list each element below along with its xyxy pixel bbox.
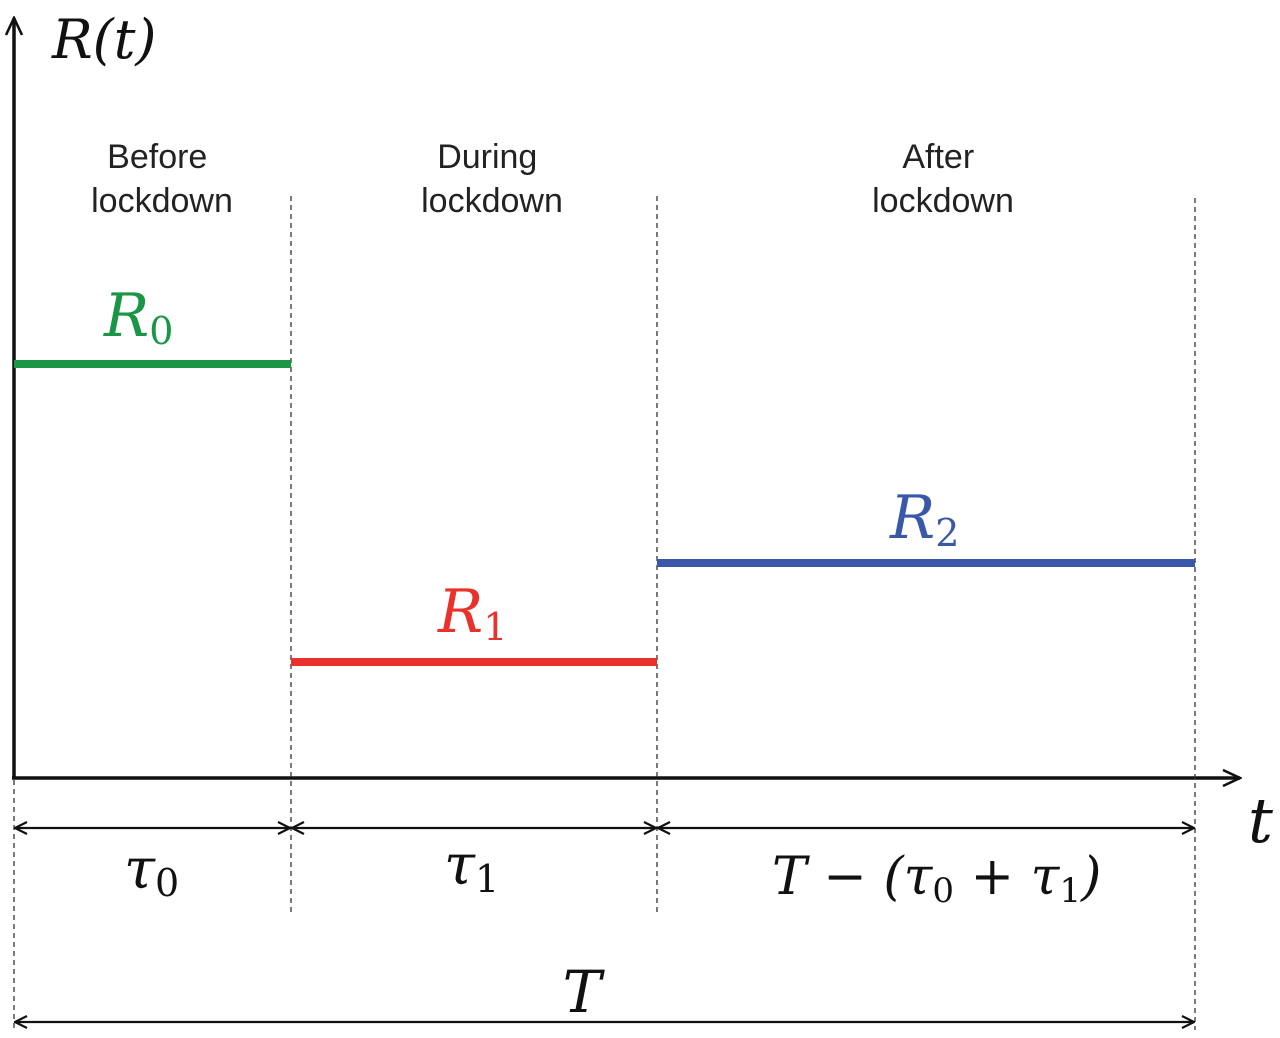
tau0-label: τ0 <box>124 837 179 905</box>
level-r1-label: R1 <box>437 577 507 649</box>
tau1-label: τ1 <box>444 833 499 901</box>
x-axis-label: t <box>1248 784 1273 857</box>
level-r2-label: R2 <box>889 483 959 555</box>
y-axis-label: R(t) <box>51 8 157 71</box>
phase-label-after: After lockdown <box>872 138 1014 220</box>
phase-label-during: During lockdown <box>421 138 563 220</box>
rest-label: T − (τ0 + τ1) <box>772 847 1101 911</box>
total-label: T <box>563 958 606 1026</box>
phase-label-before: Before lockdown <box>91 138 233 220</box>
level-r0-label: R0 <box>103 281 173 353</box>
